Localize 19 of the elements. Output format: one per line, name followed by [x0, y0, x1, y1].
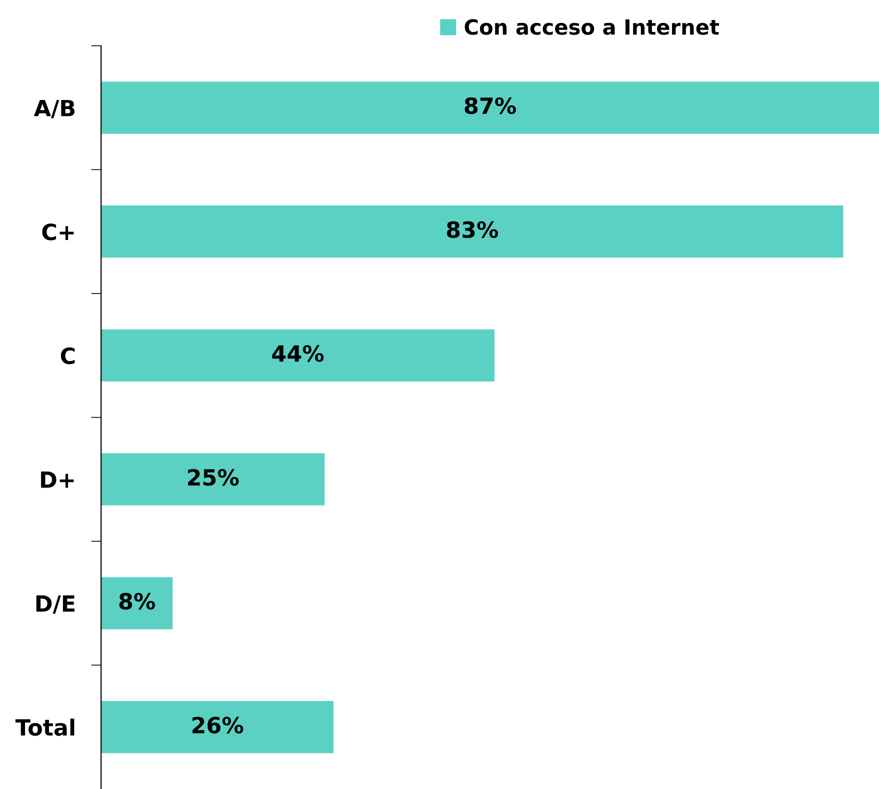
y-tick-label: D/E — [36, 595, 74, 614]
data-label: 83% — [446, 221, 498, 238]
legend-label: Con acceso a Internet — [464, 19, 719, 35]
bar — [101, 82, 879, 134]
data-label: 8% — [119, 592, 156, 610]
bar — [101, 577, 173, 630]
data-label: 87% — [464, 97, 516, 114]
bar — [101, 453, 325, 506]
bar — [101, 206, 844, 258]
y-tick-label: D+ — [41, 472, 74, 488]
y-tick-label: C+ — [42, 224, 74, 240]
data-label: 44% — [272, 345, 324, 362]
bar — [101, 701, 334, 754]
y-tick-label: C — [60, 347, 75, 364]
data-label: 26% — [192, 716, 244, 734]
data-label: 25% — [188, 468, 239, 486]
bar — [101, 329, 495, 382]
y-tick-label: Total — [15, 718, 74, 736]
y-tick-label: A/B — [34, 100, 75, 118]
